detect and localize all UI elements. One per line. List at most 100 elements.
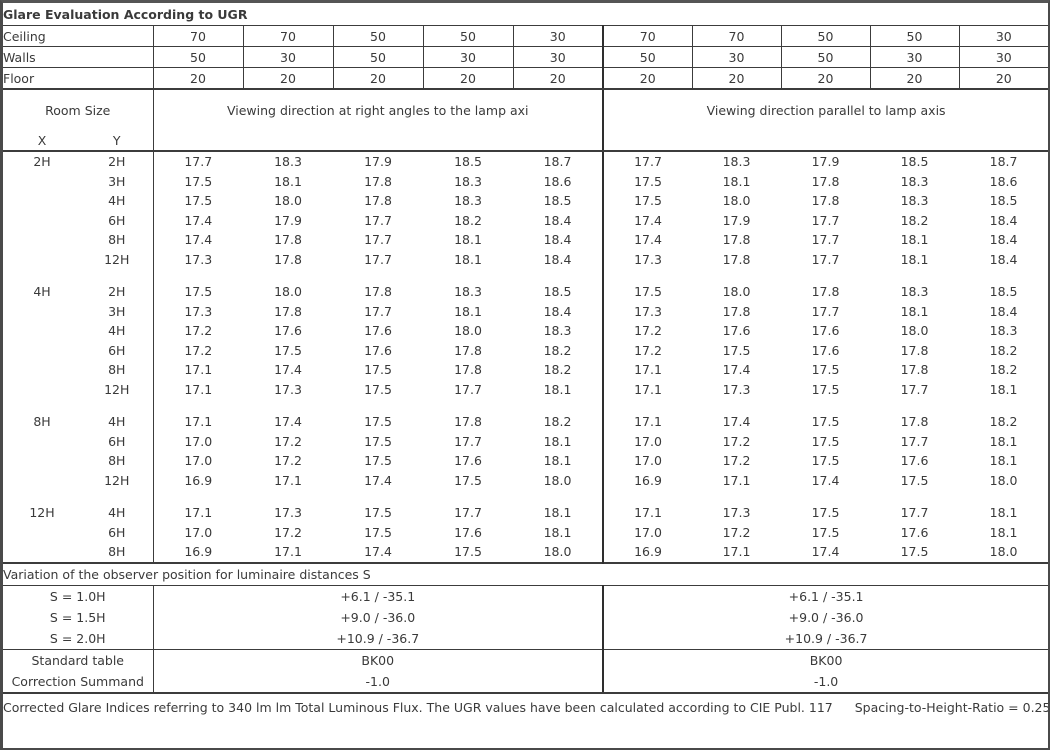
variation-value-right-s15: +9.0 / -36.0: [601, 606, 1048, 628]
reflectance-cell: 20: [242, 67, 333, 90]
reflectance-cell: 50: [602, 46, 692, 68]
room-size-x-value: [3, 172, 81, 192]
ugr-value-cell: 17.8: [900, 362, 929, 378]
table-row: 6H 17.0 17.2 17.5 17.6 18.1 17.0 17.2 17.5 17.6 18…: [3, 522, 1048, 543]
variation-label-s15: S = 1.5H: [49, 609, 106, 625]
ugr-value-cell: 17.6: [274, 323, 302, 339]
room-size-x-value: [3, 523, 81, 543]
ugr-value-cell: 18.0: [543, 544, 572, 560]
reflectance-cell: 50: [332, 25, 423, 47]
ugr-value-cell: 17.3: [152, 249, 243, 269]
ugr-value-cell: 17.5: [152, 191, 243, 211]
room-size-header: Room Size: [45, 102, 111, 118]
ugr-value-cell: 17.1: [602, 412, 692, 432]
ugr-value-cell: 17.6: [811, 342, 840, 358]
ugr-value-cell: 17.8: [454, 414, 482, 430]
ugr-value-cell: 18.1: [900, 232, 929, 248]
reflectance-row-walls: Walls 50 30 50 30 30 50 30 50 30 30: [3, 46, 1048, 68]
reflectance-label-walls: Walls: [3, 46, 153, 68]
ugr-value-cell: 17.1: [722, 472, 751, 488]
ugr-value-cell: 18.2: [543, 414, 572, 430]
ugr-value-cell: 17.3: [602, 301, 692, 321]
room-size-y-value: 3H: [108, 303, 126, 319]
ugr-value-cell: 17.1: [152, 412, 243, 432]
ugr-value-cell: 18.0: [989, 472, 1018, 488]
ugr-value-cell: 18.2: [900, 212, 929, 228]
room-size-x-value: [3, 380, 81, 400]
ugr-value-cell: 18.3: [274, 154, 302, 170]
room-size-x-value: [3, 321, 81, 341]
ugr-value-cell: 18.0: [454, 323, 482, 339]
room-size-x-value: [3, 250, 81, 270]
ugr-value-cell: 17.0: [602, 522, 692, 542]
ugr-value-cell: 18.1: [454, 232, 482, 248]
room-size-y-label: Y: [81, 130, 153, 152]
title-row: Glare Evaluation According to UGR: [3, 3, 1048, 26]
ugr-value-cell: 17.1: [722, 544, 751, 560]
room-size-y-value: 8H: [108, 453, 126, 469]
reflectance-cell: 30: [512, 46, 603, 68]
ugr-value-cell: 17.2: [152, 321, 243, 341]
viewing-direction-right-angles-header: Viewing direction at right angles to the…: [152, 89, 603, 130]
ugr-value-cell: 17.5: [274, 342, 302, 358]
standard-table-row: Standard table BK00 BK00: [3, 649, 1048, 671]
page-title: Glare Evaluation According to UGR: [3, 3, 1048, 26]
ugr-value-cell: 17.5: [811, 524, 840, 540]
ugr-value-cell: 17.2: [722, 433, 751, 449]
ugr-value-cell: 18.0: [989, 544, 1018, 560]
ugr-value-cell: 17.5: [454, 472, 482, 488]
ugr-value-cell: 17.4: [364, 544, 392, 560]
ugr-value-cell: 18.7: [989, 154, 1018, 170]
group-spacer-row: [3, 490, 1048, 503]
ugr-value-cell: 17.2: [152, 340, 243, 360]
ugr-value-cell: 16.9: [602, 470, 692, 490]
ugr-value-cell: 17.5: [364, 505, 392, 521]
ugr-value-cell: 17.8: [454, 342, 482, 358]
ugr-value-cell: 17.8: [364, 284, 392, 300]
ugr-value-cell: 17.3: [152, 301, 243, 321]
reflectance-row-ceiling: Ceiling 70 70 50 50 30 70 70 50 50 30: [3, 25, 1048, 47]
ugr-value-cell: 17.1: [152, 503, 243, 523]
reflectance-cell: 20: [869, 67, 959, 90]
ugr-value-cell: 18.1: [722, 173, 751, 189]
ugr-value-cell: 17.7: [364, 232, 392, 248]
ugr-value-cell: 17.4: [364, 472, 392, 488]
variation-title-row: Variation of the observer position for l…: [3, 561, 1048, 586]
ugr-value-cell: 18.1: [989, 524, 1018, 540]
spacer-cell-right: [601, 130, 1048, 152]
standard-table-value-left: BK00: [152, 649, 603, 671]
ugr-value-cell: 17.4: [274, 414, 302, 430]
ugr-value-cell: 18.1: [989, 381, 1018, 397]
ugr-value-cell: 17.8: [722, 251, 751, 267]
ugr-value-cell: 18.4: [543, 212, 572, 228]
ugr-value-cell: 18.1: [989, 433, 1018, 449]
ugr-value-cell: 18.1: [543, 381, 572, 397]
room-size-y-value: 8H: [108, 362, 126, 378]
spacer: [601, 269, 1048, 282]
reflectance-cell: 30: [958, 46, 1048, 68]
room-size-x-value: 4H: [33, 284, 51, 300]
reflectance-cell: 50: [422, 25, 513, 47]
ugr-value-cell: 18.3: [722, 154, 751, 170]
room-size-y-value: 4H: [108, 323, 126, 339]
ugr-value-cell: 17.4: [602, 230, 692, 250]
spacer: [152, 269, 603, 282]
ugr-value-cell: 17.8: [811, 284, 840, 300]
reflectance-cell: 50: [332, 46, 423, 68]
ugr-value-cell: 17.5: [811, 414, 840, 430]
ugr-value-cell: 17.6: [900, 524, 929, 540]
ugr-value-cell: 18.2: [543, 362, 572, 378]
ugr-value-cell: 17.5: [811, 433, 840, 449]
ugr-value-cell: 17.7: [811, 251, 840, 267]
table-row: 4H 2H 17.5 18.0 17.8 18.3 18.5 17.5 18.0 17.8 18.3…: [3, 282, 1048, 302]
ugr-value-cell: 17.8: [900, 342, 929, 358]
ugr-value-cell: 17.2: [274, 524, 302, 540]
ugr-value-cell: 17.8: [364, 193, 392, 209]
ugr-value-cell: 17.8: [811, 193, 840, 209]
reflectance-cell: 70: [691, 25, 781, 47]
ugr-value-cell: 17.0: [152, 451, 243, 471]
ugr-value-cell: 17.7: [152, 151, 243, 172]
ugr-value-cell: 17.9: [364, 154, 392, 170]
ugr-value-cell: 17.5: [364, 381, 392, 397]
